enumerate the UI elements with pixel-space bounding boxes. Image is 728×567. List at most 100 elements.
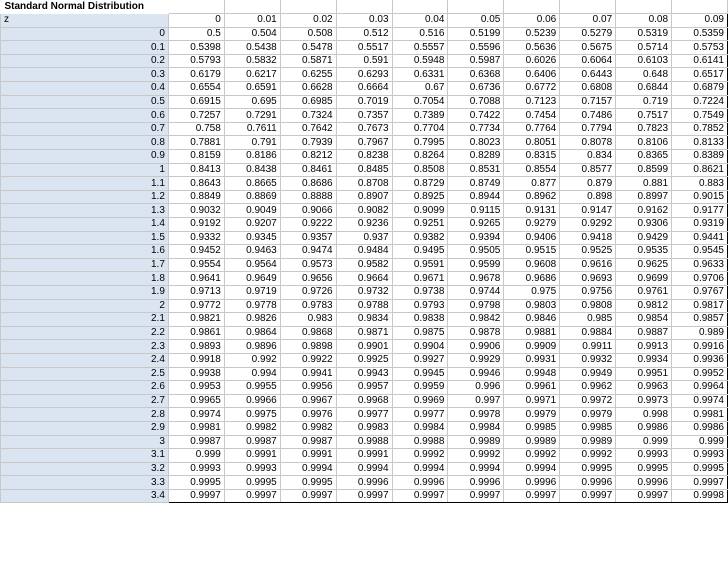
- probability-cell[interactable]: 0.9996: [447, 475, 505, 490]
- probability-cell[interactable]: 0.9956: [279, 380, 337, 395]
- probability-cell[interactable]: 0.9984: [391, 420, 449, 436]
- probability-cell[interactable]: 0.9783: [279, 298, 337, 314]
- column-header-cell[interactable]: 0: [167, 13, 225, 28]
- probability-cell[interactable]: 0.8665: [223, 176, 281, 191]
- probability-cell[interactable]: 0.9131: [503, 203, 561, 218]
- probability-cell[interactable]: 0.9884: [559, 325, 617, 341]
- probability-cell[interactable]: 0.8485: [335, 162, 393, 178]
- probability-cell[interactable]: 0.9904: [391, 339, 449, 354]
- probability-cell[interactable]: 0.9864: [223, 325, 281, 341]
- probability-cell[interactable]: 0.9788: [335, 298, 393, 314]
- empty-cell[interactable]: [392, 0, 449, 15]
- probability-cell[interactable]: 0.9986: [671, 420, 728, 436]
- probability-cell[interactable]: 0.6808: [559, 81, 617, 96]
- probability-cell[interactable]: 0.7324: [279, 108, 337, 123]
- z-value-cell[interactable]: 1.6: [0, 244, 169, 259]
- z-value-cell[interactable]: 2.3: [0, 339, 169, 354]
- probability-cell[interactable]: 0.8708: [335, 176, 393, 191]
- probability-cell[interactable]: 0.9641: [167, 271, 225, 286]
- probability-cell[interactable]: 0.9292: [559, 217, 617, 232]
- probability-cell[interactable]: 0.9505: [447, 244, 505, 259]
- probability-cell[interactable]: 0.9962: [559, 380, 617, 395]
- probability-cell[interactable]: 0.9382: [391, 230, 449, 246]
- probability-cell[interactable]: 0.9906: [447, 339, 505, 354]
- probability-cell[interactable]: 0.9985: [503, 420, 561, 436]
- probability-cell[interactable]: 0.9979: [559, 407, 617, 422]
- probability-cell[interactable]: 0.6985: [279, 94, 337, 110]
- probability-cell[interactable]: 0.9099: [391, 203, 449, 218]
- empty-cell[interactable]: [168, 0, 225, 15]
- probability-cell[interactable]: 0.9265: [447, 217, 505, 232]
- z-value-cell[interactable]: 1.3: [0, 203, 169, 218]
- z-value-cell[interactable]: 0.6: [0, 108, 169, 123]
- probability-cell[interactable]: 0.9686: [503, 271, 561, 286]
- probability-cell[interactable]: 0.996: [447, 380, 505, 395]
- z-value-cell[interactable]: 0.8: [0, 135, 169, 151]
- probability-cell[interactable]: 0.9838: [391, 312, 449, 327]
- probability-cell[interactable]: 0.508: [279, 26, 337, 42]
- probability-cell[interactable]: 0.9699: [615, 271, 673, 286]
- probability-cell[interactable]: 0.9817: [671, 298, 728, 314]
- probability-cell[interactable]: 0.5753: [671, 40, 728, 55]
- probability-cell[interactable]: 0.9929: [447, 352, 505, 368]
- probability-cell[interactable]: 0.9992: [559, 448, 617, 463]
- probability-cell[interactable]: 0.9952: [671, 366, 728, 382]
- z-value-cell[interactable]: 1.9: [0, 284, 169, 300]
- column-header-cell[interactable]: 0.02: [279, 13, 337, 28]
- probability-cell[interactable]: 0.9996: [615, 475, 673, 490]
- probability-cell[interactable]: 0.9616: [559, 257, 617, 273]
- probability-cell[interactable]: 0.7123: [503, 94, 561, 110]
- probability-cell[interactable]: 0.9976: [279, 407, 337, 422]
- probability-cell[interactable]: 0.67: [391, 81, 449, 96]
- probability-cell[interactable]: 0.9975: [223, 407, 281, 422]
- probability-cell[interactable]: 0.9941: [279, 366, 337, 382]
- probability-cell[interactable]: 0.6915: [167, 94, 225, 110]
- probability-cell[interactable]: 0.9988: [391, 434, 449, 450]
- probability-cell[interactable]: 0.881: [615, 176, 673, 191]
- probability-cell[interactable]: 0.9959: [391, 380, 449, 395]
- probability-cell[interactable]: 0.516: [391, 26, 449, 42]
- z-value-cell[interactable]: 0: [0, 26, 169, 42]
- probability-cell[interactable]: 0.719: [615, 94, 673, 110]
- probability-cell[interactable]: 0.591: [335, 53, 393, 69]
- probability-cell[interactable]: 0.9452: [167, 244, 225, 259]
- probability-cell[interactable]: 0.9995: [671, 461, 728, 477]
- probability-cell[interactable]: 0.8186: [223, 149, 281, 164]
- probability-cell[interactable]: 0.9997: [335, 488, 393, 504]
- probability-cell[interactable]: 0.9066: [279, 203, 337, 218]
- probability-cell[interactable]: 0.5675: [559, 40, 617, 55]
- probability-cell[interactable]: 0.5: [167, 26, 225, 42]
- probability-cell[interactable]: 0.9948: [503, 366, 561, 382]
- probability-cell[interactable]: 0.7611: [223, 121, 281, 137]
- z-value-cell[interactable]: 2: [0, 298, 169, 314]
- probability-cell[interactable]: 0.9982: [223, 420, 281, 436]
- empty-cell[interactable]: [336, 0, 393, 15]
- z-value-cell[interactable]: 2.6: [0, 380, 169, 395]
- z-value-cell[interactable]: 2.7: [0, 393, 169, 409]
- probability-cell[interactable]: 0.9115: [447, 203, 505, 218]
- probability-cell[interactable]: 0.6772: [503, 81, 561, 96]
- probability-cell[interactable]: 0.6554: [167, 81, 225, 96]
- column-header-cell[interactable]: 0.03: [335, 13, 393, 28]
- z-value-cell[interactable]: 0.9: [0, 149, 169, 164]
- probability-cell[interactable]: 0.9951: [615, 366, 673, 382]
- probability-cell[interactable]: 0.8599: [615, 162, 673, 178]
- probability-cell[interactable]: 0.6517: [671, 67, 728, 83]
- probability-cell[interactable]: 0.5319: [615, 26, 673, 42]
- probability-cell[interactable]: 0.9671: [391, 271, 449, 286]
- probability-cell[interactable]: 0.9993: [671, 448, 728, 463]
- probability-cell[interactable]: 0.9993: [223, 461, 281, 477]
- probability-cell[interactable]: 0.9706: [671, 271, 728, 286]
- probability-cell[interactable]: 0.5871: [279, 53, 337, 69]
- probability-cell[interactable]: 0.7881: [167, 135, 225, 151]
- probability-cell[interactable]: 0.9441: [671, 230, 728, 246]
- probability-cell[interactable]: 0.7019: [335, 94, 393, 110]
- probability-cell[interactable]: 0.5398: [167, 40, 225, 55]
- probability-cell[interactable]: 0.7157: [559, 94, 617, 110]
- probability-cell[interactable]: 0.7357: [335, 108, 393, 123]
- probability-cell[interactable]: 0.9573: [279, 257, 337, 273]
- probability-cell[interactable]: 0.8944: [447, 189, 505, 205]
- probability-cell[interactable]: 0.9911: [559, 339, 617, 354]
- probability-cell[interactable]: 0.9319: [671, 217, 728, 232]
- probability-cell[interactable]: 0.9969: [391, 393, 449, 409]
